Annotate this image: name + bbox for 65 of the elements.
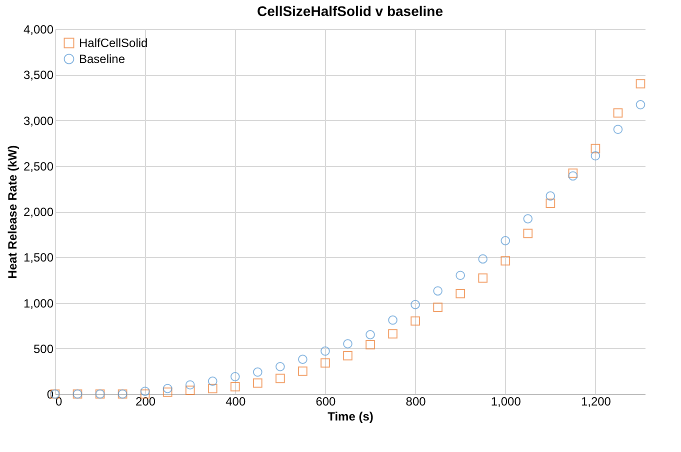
y-tick-label: 500 — [33, 342, 54, 356]
point — [230, 372, 240, 382]
point — [298, 354, 308, 364]
y-tick-label: 1,000 — [23, 296, 54, 310]
point — [366, 330, 375, 340]
x-tick-label: 1,000 — [490, 394, 522, 408]
point — [185, 380, 195, 390]
x-axis-title: Time (s) — [328, 410, 374, 424]
point — [343, 339, 352, 348]
y-tick-label: 3,500 — [23, 68, 54, 82]
point — [636, 100, 646, 110]
point — [252, 378, 262, 388]
point — [456, 270, 466, 280]
point — [276, 374, 285, 384]
point — [590, 144, 600, 154]
point — [252, 367, 262, 377]
point — [208, 384, 218, 394]
legend-label: HalfCellSolid — [79, 36, 148, 50]
point — [410, 300, 420, 310]
point — [388, 329, 398, 338]
point — [523, 214, 533, 224]
point — [500, 236, 510, 246]
x-tick-label: 400 — [226, 394, 246, 408]
point — [230, 382, 240, 392]
point — [185, 386, 195, 396]
point — [140, 386, 150, 396]
x-tick-label: 1,200 — [580, 394, 612, 408]
point — [208, 376, 218, 386]
point — [410, 316, 420, 326]
point — [433, 286, 443, 296]
point — [500, 256, 510, 266]
point — [590, 151, 600, 161]
point — [320, 346, 330, 356]
point — [276, 362, 285, 372]
x-tick-label: 600 — [316, 394, 336, 408]
point — [546, 191, 556, 201]
point — [343, 350, 352, 360]
y-axis-title: Heat Release Rate (kW) — [5, 145, 20, 279]
y-tick-label: 1,500 — [23, 250, 54, 265]
point — [636, 79, 646, 88]
y-tick-label: 2,000 — [23, 205, 54, 219]
y-tick-label: 3,000 — [23, 114, 54, 128]
x-tick-label: 800 — [406, 394, 426, 408]
y-tick-label: 4,000 — [23, 22, 54, 36]
point — [568, 168, 578, 178]
point — [162, 387, 172, 397]
point — [320, 358, 330, 368]
point — [523, 228, 533, 238]
point — [456, 288, 466, 298]
point — [568, 171, 578, 181]
chart-title: CellSizeHalfSolid v baseline — [257, 3, 444, 19]
point — [478, 254, 488, 264]
point — [162, 384, 172, 394]
x-tick-label: 0 — [56, 394, 62, 408]
point — [613, 108, 623, 118]
y-tick-label: 2,500 — [23, 159, 54, 174]
point — [366, 340, 375, 350]
x-tick-label: 200 — [136, 394, 156, 408]
point — [388, 315, 398, 325]
point — [433, 302, 443, 312]
point — [478, 273, 488, 283]
point — [546, 198, 556, 208]
legend-label: Baseline — [79, 52, 126, 66]
point — [613, 124, 623, 134]
point — [298, 366, 308, 376]
